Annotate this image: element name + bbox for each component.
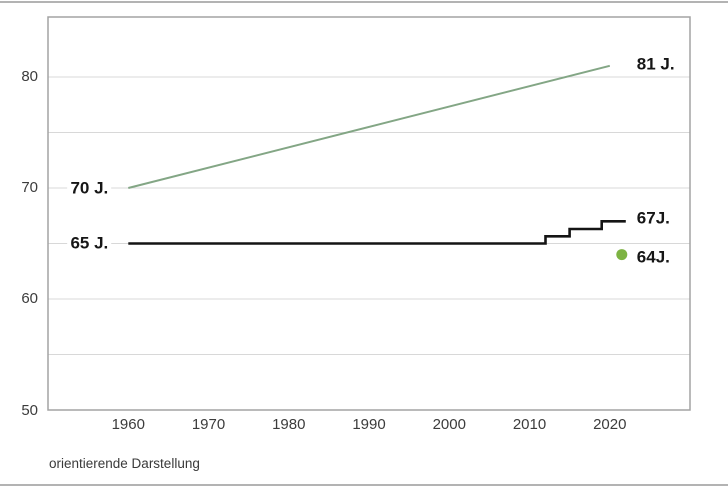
top-rule	[0, 1, 728, 3]
footnote: orientierende Darstellung	[49, 456, 200, 471]
green-dot	[616, 249, 628, 261]
green-rising-line	[128, 64, 611, 189]
plot-border	[47, 16, 691, 411]
bottom-rule	[0, 484, 728, 486]
black-step-line	[128, 220, 626, 245]
